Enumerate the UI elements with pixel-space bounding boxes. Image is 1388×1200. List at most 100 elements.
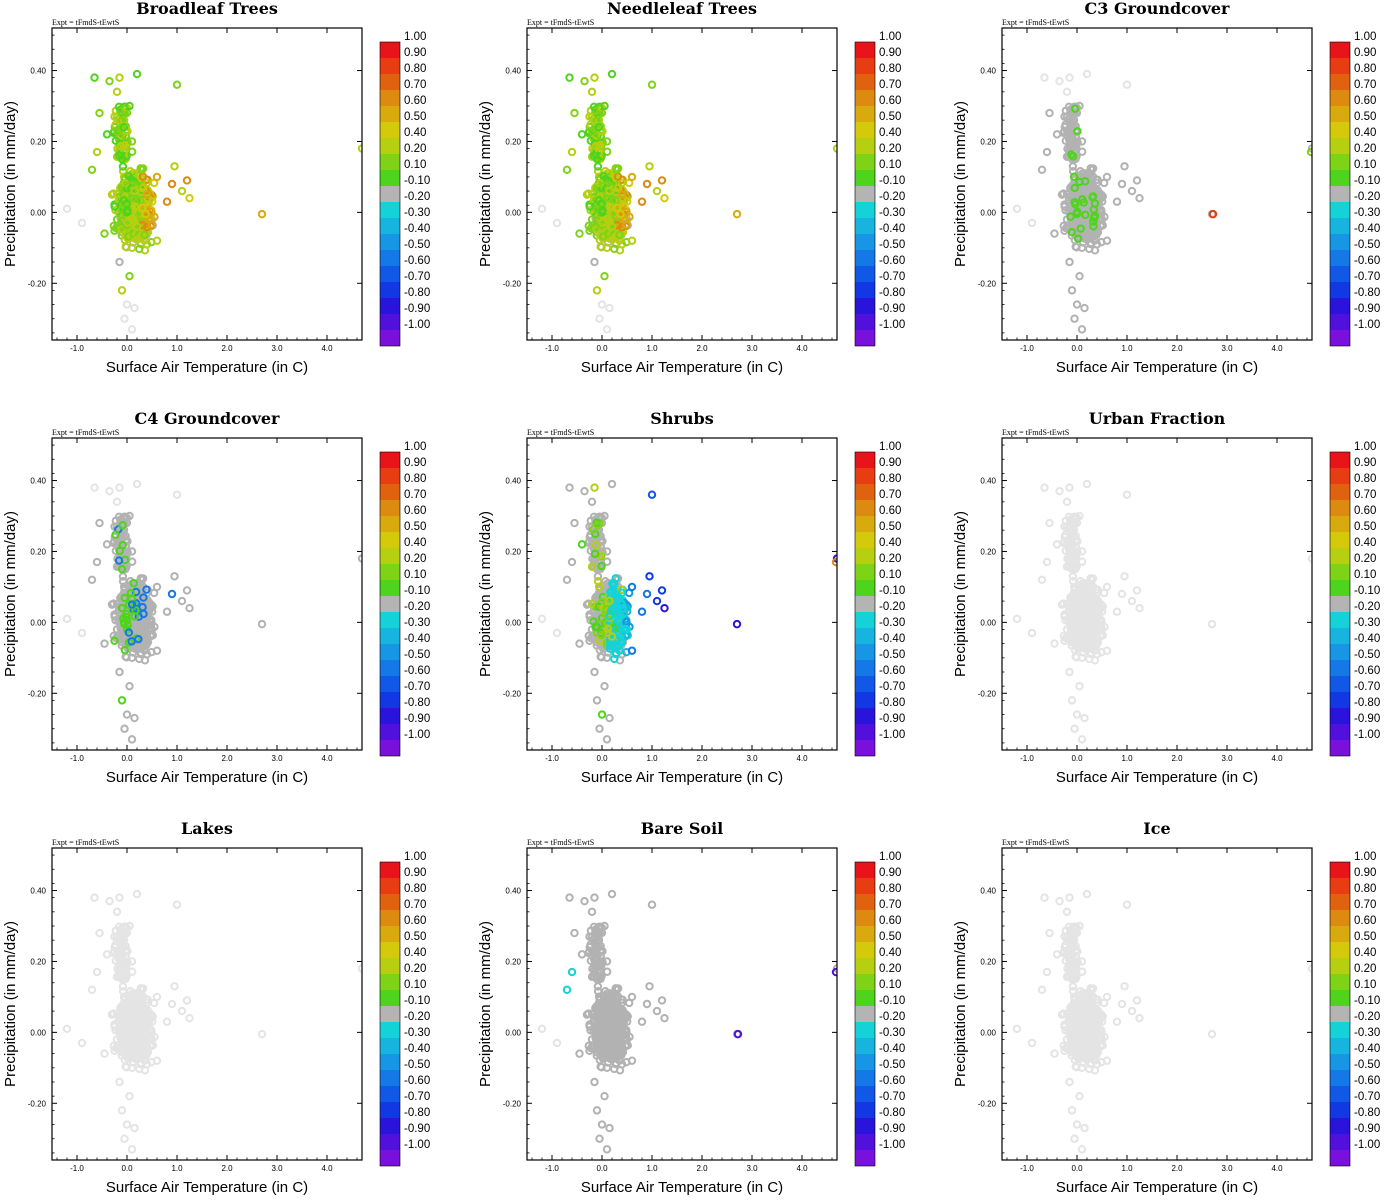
- data-point: [1080, 713, 1089, 723]
- colorbar-label: -0.40: [879, 223, 905, 235]
- data-point: [590, 73, 599, 82]
- colorbar-label: -1.00: [1354, 729, 1380, 741]
- colorbar-swatch: [1330, 282, 1350, 298]
- data-point: [117, 564, 127, 574]
- y-tick-label: 0.20: [30, 547, 46, 556]
- data-point: [1077, 735, 1087, 744]
- y-axis-label: Precipitation (in mm/day): [2, 101, 19, 267]
- x-axis-label: Surface Air Temperature (in C): [581, 359, 783, 376]
- x-tick-label: 3.0: [1221, 344, 1233, 353]
- data-point: [596, 131, 605, 141]
- colorbar-label: -0.20: [879, 601, 905, 613]
- data-point: [119, 533, 129, 542]
- data-point: [182, 586, 192, 595]
- colorbar-label: 0.50: [1354, 521, 1376, 533]
- data-point: [112, 215, 122, 224]
- colorbar-swatch: [380, 186, 400, 202]
- colorbar-label: -0.90: [1354, 713, 1380, 725]
- colorbar-swatch: [855, 740, 875, 756]
- colorbar-label: 0.80: [1354, 473, 1376, 485]
- colorbar-swatch: [380, 532, 400, 548]
- data-point: [1055, 486, 1064, 496]
- data-point: [597, 710, 607, 719]
- data-point: [1065, 483, 1074, 492]
- data-point: [120, 593, 129, 603]
- data-point: [1055, 76, 1064, 86]
- data-point: [605, 612, 614, 621]
- colorbar-swatch: [855, 468, 875, 484]
- data-point: [1069, 533, 1079, 542]
- data-point: [136, 196, 145, 205]
- data-point: [1102, 172, 1112, 182]
- data-point: [580, 486, 589, 496]
- colorbar-swatch: [1330, 138, 1350, 154]
- data-point: [595, 314, 604, 323]
- data-point: [112, 497, 122, 507]
- data-point: [647, 490, 657, 499]
- data-point: [590, 549, 600, 559]
- data-point: [121, 550, 130, 560]
- data-point: [1072, 710, 1082, 719]
- colorbar-swatch: [1330, 58, 1350, 74]
- data-point: [593, 162, 603, 171]
- colorbar-label: -0.30: [404, 207, 430, 219]
- colorbar-swatch: [380, 580, 400, 596]
- data-point: [593, 572, 603, 581]
- data-point: [170, 162, 179, 171]
- data-point: [115, 483, 124, 492]
- data-point: [1102, 236, 1112, 245]
- colorbar-label: -0.80: [1354, 287, 1380, 299]
- colorbar-swatch: [855, 74, 875, 90]
- data-point: [118, 521, 127, 530]
- data-point: [1070, 104, 1080, 113]
- x-tick-label: 3.0: [746, 344, 758, 353]
- data-point: [167, 589, 177, 599]
- colorbar-swatch: [855, 724, 875, 740]
- colorbar-swatch: [855, 90, 875, 106]
- data-point: [1065, 667, 1074, 677]
- data-point: [610, 580, 619, 589]
- data-point: [125, 101, 134, 111]
- colorbar-swatch: [380, 122, 400, 138]
- panel-title: Lakes: [181, 819, 233, 838]
- colorbar-swatch: [855, 282, 875, 298]
- data-point: [125, 271, 134, 281]
- data-point: [118, 162, 128, 171]
- colorbar-swatch: [1330, 298, 1350, 314]
- colorbar-label: -1.00: [404, 319, 430, 331]
- data-point: [127, 137, 137, 146]
- colorbar-swatch: [380, 90, 400, 106]
- plot-frame: [51, 27, 363, 341]
- data-point: [162, 197, 172, 206]
- x-tick-label: 4.0: [1271, 754, 1283, 763]
- colorbar-swatch: [855, 170, 875, 186]
- y-tick-label: 0.20: [505, 547, 521, 556]
- colorbar-swatch: [855, 612, 875, 628]
- data-point: [111, 546, 121, 555]
- points: [62, 889, 362, 1154]
- data-point: [135, 244, 144, 254]
- x-tick-label: 3.0: [271, 754, 283, 763]
- data-point: [129, 578, 138, 588]
- data-point: [152, 172, 162, 182]
- colorbar-swatch: [1330, 250, 1350, 266]
- x-axis-label: Surface Air Temperature (in C): [106, 359, 308, 376]
- colorbar-swatch: [855, 106, 875, 122]
- data-point: [90, 483, 99, 492]
- data-point: [1097, 625, 1107, 634]
- colorbar-swatch: [855, 250, 875, 266]
- colorbar-swatch: [855, 548, 875, 564]
- points: [62, 69, 362, 334]
- data-point: [607, 69, 617, 79]
- data-point: [590, 667, 599, 677]
- colorbar-label: -0.60: [879, 255, 905, 267]
- colorbar-label: 0.70: [404, 489, 426, 501]
- y-tick-label: -0.20: [503, 279, 522, 288]
- data-point: [537, 204, 547, 214]
- data-point: [1073, 234, 1083, 243]
- data-point: [597, 300, 607, 309]
- colorbar-swatch: [855, 186, 875, 202]
- colorbar-label: 0.90: [1354, 47, 1376, 59]
- data-point: [95, 108, 104, 118]
- colorbar-swatch: [855, 596, 875, 612]
